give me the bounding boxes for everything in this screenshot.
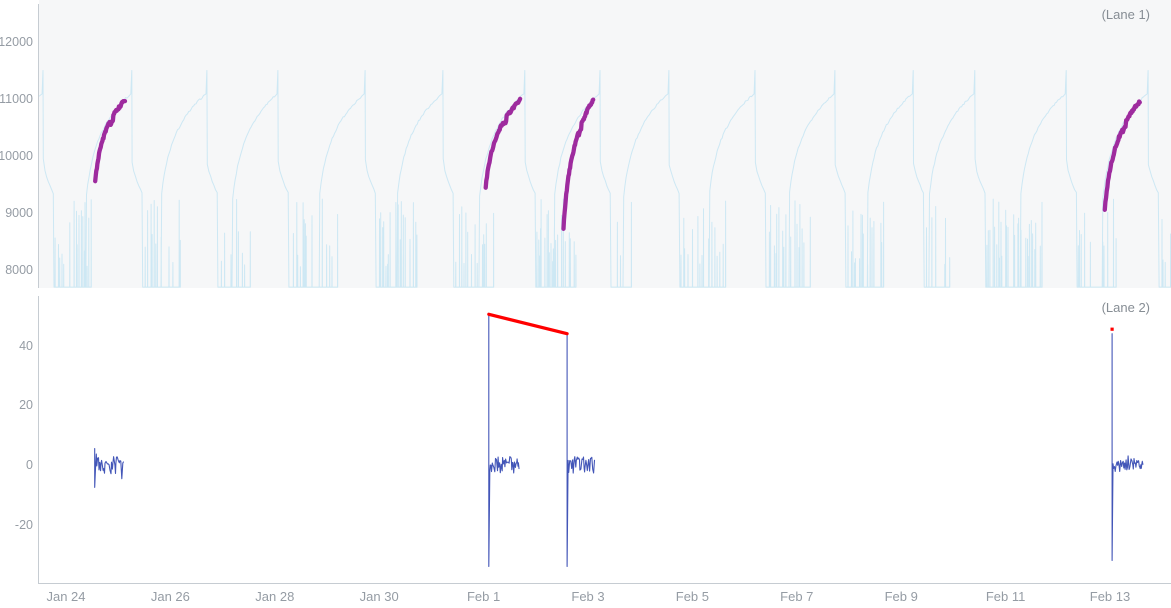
lane2-event-path [566,333,596,568]
x-tick-label: Jan 30 [359,589,399,604]
lane2-y-tick-label: 0 [26,458,33,472]
lane2-event-path [94,448,124,488]
lane1-highlight-segment [483,96,523,190]
lane1-y-tick-label: 12000 [0,35,33,49]
lane1-plot-area[interactable] [39,0,1171,288]
x-tick-label: Feb 5 [675,589,710,604]
x-tick-label: Feb 11 [985,589,1026,604]
lane2-anomaly-segment [487,312,569,336]
lane1-highlight-segment [561,97,596,231]
x-tick-label: Feb 7 [780,589,814,604]
lane1-highlight-segment [1102,99,1142,212]
lane1-label: (Lane 1) [1101,7,1150,22]
x-tick-label: Jan 26 [150,589,190,604]
x-tick-label: Feb 13 [1089,589,1131,604]
x-tick-label: Jan 24 [46,589,86,604]
lane2-y-tick-label: 40 [19,338,33,353]
lane2-event-path [1111,333,1144,562]
lane1-y-axis-line [38,4,39,288]
lane2-y-tick-label: -20 [14,517,33,532]
lane1-series-layer [39,70,1171,288]
x-tick-label: Feb 1 [466,589,501,604]
lane1-y-tick-label: 10000 [0,149,33,163]
lane1-y-tick-label: 9000 [5,206,33,220]
x-tick-label: Jan 28 [255,589,295,604]
lane1-y-tick-label: 11000 [0,92,33,106]
x-axis-line [38,583,1171,584]
lane1-y-tick-label: 8000 [5,263,33,277]
lane1-highlight-segment [93,98,128,184]
lane2-y-tick-label: 20 [19,398,33,413]
lane2-event-path [488,313,520,568]
x-tick-label: Feb 9 [884,589,918,604]
lane2-plot-area[interactable] [39,296,1171,583]
lane1-raw-series [39,70,1171,288]
lane2-anomaly-marker [1110,327,1114,331]
lane2-label: (Lane 2) [1101,300,1150,315]
x-tick-label: Feb 3 [571,589,605,604]
lane2-series-layer [94,312,1144,568]
lane2-y-axis-line [38,296,39,584]
